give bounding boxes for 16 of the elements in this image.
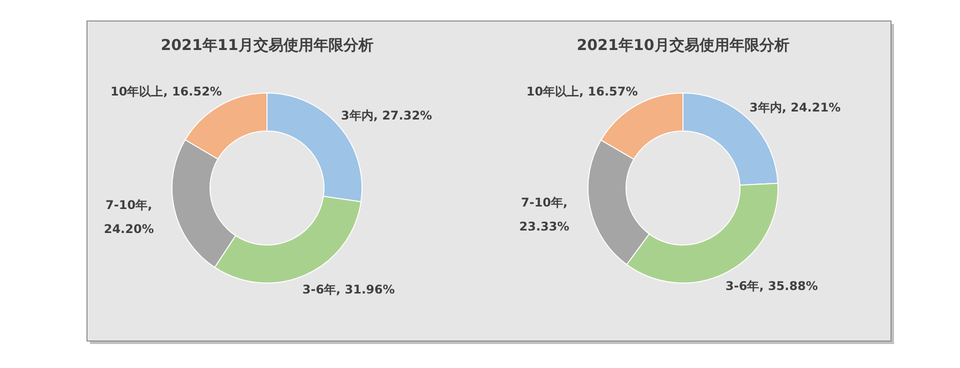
- slice-label: 3-6年: [726, 278, 760, 293]
- slice-label: 10年以上: [526, 84, 580, 99]
- slice-label: 7-10年: [106, 198, 148, 212]
- slice-label: 7-10年: [520, 195, 564, 210]
- slice-label: 3-6年: [302, 282, 336, 296]
- slice-label: 10年以上: [110, 84, 164, 99]
- data-label: , 24.21%: [782, 100, 841, 115]
- slice-label: 3年内: [750, 100, 782, 115]
- data-label: , 27.32%: [373, 108, 432, 122]
- slice-label: 3年内: [340, 108, 374, 122]
- chart-title: 2021年10月交易使用年限分析: [576, 36, 790, 54]
- data-label: , 16.52%: [163, 84, 222, 99]
- data-label: , 16.57%: [579, 84, 638, 99]
- data-label: , 35.88%: [759, 278, 818, 293]
- chart-title: 2021年11月交易使用年限分析: [160, 36, 374, 54]
- data-label: , 31.96%: [336, 282, 395, 296]
